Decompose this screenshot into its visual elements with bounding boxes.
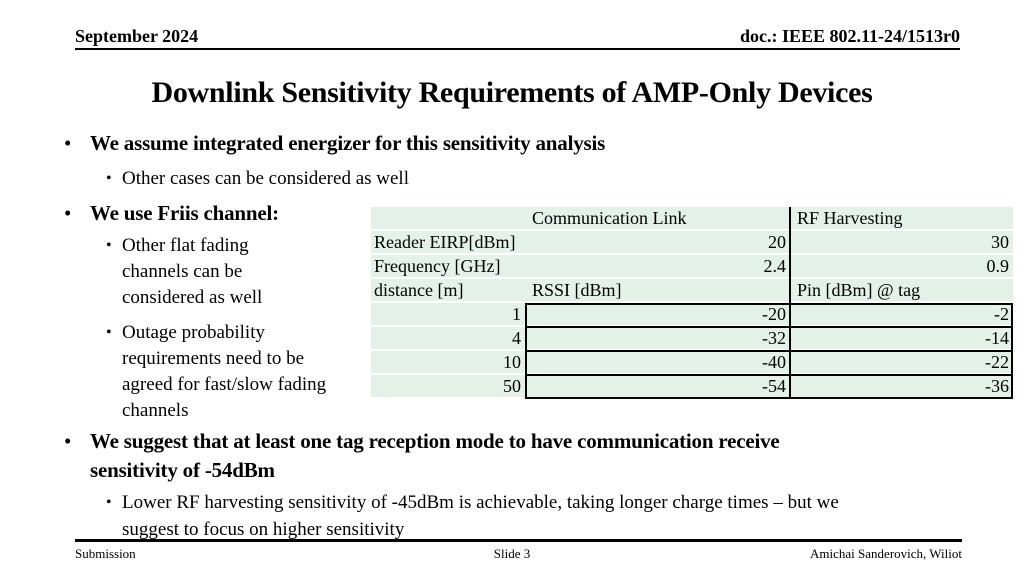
table-cell-eirp-comm: 20 bbox=[525, 231, 790, 255]
table-subheader-rssi: RSSI [dBm] bbox=[525, 279, 790, 303]
table-row-divider bbox=[525, 350, 1013, 352]
table-header-rf-harvesting: RF Harvesting bbox=[790, 207, 1013, 231]
bullet-marker: • bbox=[64, 429, 72, 453]
bullet-suggest-sensitivity: We suggest that at least one tag recepti… bbox=[90, 429, 780, 482]
footer-author: Amichai Sanderovich, Wiliot bbox=[810, 546, 962, 561]
table-row-label: Reader EIRP[dBm] bbox=[371, 231, 525, 255]
bullet-marker: • bbox=[64, 201, 72, 225]
subbullet-lower-harvesting: Lower RF harvesting sensitivity of -45dB… bbox=[122, 492, 839, 540]
table-cell-eirp-rf: 30 bbox=[790, 231, 1013, 255]
table-cell-distance: 50 bbox=[371, 375, 525, 399]
header-date: September 2024 bbox=[75, 26, 199, 46]
bullet-marker: • bbox=[106, 237, 112, 254]
table-cell-distance: 4 bbox=[371, 327, 525, 351]
table-cell-freq-rf: 0.9 bbox=[790, 255, 1013, 279]
bullet-marker: • bbox=[106, 170, 112, 187]
table-header-communication-link: Communication Link bbox=[525, 207, 790, 231]
bullet-marker: • bbox=[106, 324, 112, 341]
bullet-marker: • bbox=[106, 494, 112, 511]
table-cell-distance: 10 bbox=[371, 351, 525, 375]
table-cell-freq-comm: 2.4 bbox=[525, 255, 790, 279]
table-cell-distance: 1 bbox=[371, 303, 525, 327]
table-cell-pin: -2 bbox=[790, 303, 1013, 327]
bullet-friis-channel: We use Friis channel: bbox=[90, 201, 279, 225]
subbullet-outage-probability: Outage probability requirements need to … bbox=[122, 322, 327, 421]
table-subheader-pin: Pin [dBm] @ tag bbox=[790, 279, 1013, 303]
subbullet-other-cases: Other cases can be considered as well bbox=[122, 168, 409, 189]
bullet-marker: • bbox=[64, 131, 72, 155]
table-row-divider bbox=[525, 326, 1013, 328]
bullet-energizer: We assume integrated energizer for this … bbox=[90, 131, 606, 155]
table-cell-empty bbox=[371, 207, 525, 231]
table-row-label: distance [m] bbox=[371, 279, 525, 303]
header-rule bbox=[75, 48, 960, 50]
subbullet-flat-fading: Other flat fading channels can be consid… bbox=[122, 235, 263, 308]
table-row-label: Frequency [GHz] bbox=[371, 255, 525, 279]
table-row-divider bbox=[525, 374, 1013, 376]
header-doc-number: doc.: IEEE 802.11-24/1513r0 bbox=[739, 26, 960, 46]
slide-title: Downlink Sensitivity Requirements of AMP… bbox=[151, 76, 873, 109]
footer-rule bbox=[75, 539, 962, 542]
footer-slide-number: Slide 3 bbox=[493, 546, 531, 561]
footer-submission: Submission bbox=[75, 546, 136, 561]
link-budget-table: Communication Link RF Harvesting Reader … bbox=[371, 207, 1013, 399]
